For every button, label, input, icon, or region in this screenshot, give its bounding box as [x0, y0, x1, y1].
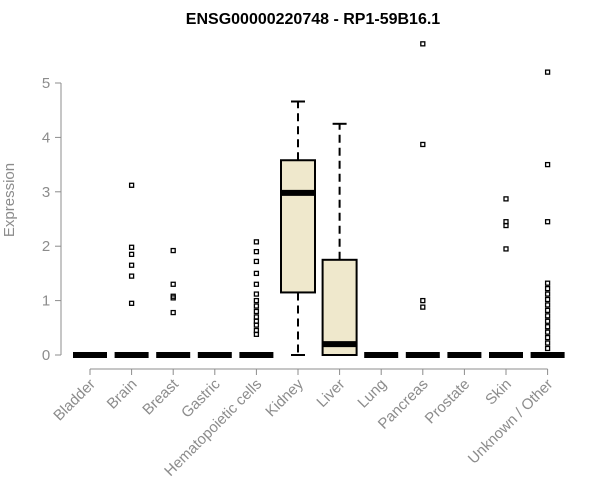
outlier-point — [544, 329, 551, 335]
y-tick-label: 4 — [42, 129, 50, 146]
axes: 0 1 2 3 4 5 — [42, 75, 549, 375]
outlier-point — [420, 41, 426, 47]
outlier-point — [170, 293, 176, 299]
outlier-point — [253, 281, 260, 287]
y-tick-label: 3 — [42, 184, 50, 201]
y-tick-label: 2 — [42, 238, 50, 255]
outlier-point — [544, 334, 551, 341]
outlier-point — [170, 281, 176, 287]
y-tick-label: 5 — [42, 75, 50, 92]
chart-title: ENSG00000220748 - RP1-59B16.1 — [186, 11, 440, 28]
outlier-point — [420, 304, 426, 310]
outlier-point — [544, 69, 551, 75]
box-iqr — [280, 159, 316, 294]
x-tick-label: Breast — [139, 375, 182, 418]
outlier-point — [503, 196, 509, 202]
outlier-point — [544, 291, 551, 297]
outlier-point — [544, 161, 551, 168]
outlier-point — [253, 239, 260, 245]
outlier-point — [170, 309, 176, 316]
box-group — [239, 239, 274, 358]
plot-area — [73, 41, 565, 358]
outlier-point — [253, 248, 260, 255]
y-tick-label: 0 — [42, 347, 50, 364]
box-group — [156, 247, 191, 358]
outlier-point — [253, 318, 260, 324]
outlier-point — [128, 251, 135, 258]
outlier-point — [544, 307, 551, 314]
outlier-point — [253, 291, 260, 297]
outlier-point — [544, 345, 551, 352]
box-group — [405, 41, 440, 358]
outlier-point — [503, 246, 509, 252]
x-tick-label: Bladder — [50, 376, 99, 425]
outlier-point — [128, 182, 135, 188]
outlier-point — [253, 258, 260, 265]
x-tick-label: Brain — [104, 376, 141, 413]
outlier-point — [128, 244, 135, 250]
outlier-point — [544, 313, 551, 319]
x-tick-label: Liver — [313, 376, 348, 411]
outlier-point — [544, 324, 551, 330]
outlier-point — [128, 273, 135, 279]
box-group — [114, 182, 149, 358]
box-group — [321, 122, 358, 356]
outlier-point — [253, 303, 260, 309]
outlier-point — [253, 314, 260, 320]
outlier-point — [544, 340, 551, 346]
y-axis-label: Expression — [1, 163, 18, 237]
outlier-point — [544, 302, 551, 308]
box-iqr — [321, 258, 358, 356]
x-tick-label: Lung — [354, 376, 390, 412]
outlier-point — [544, 219, 551, 225]
outlier-point — [128, 300, 135, 306]
outlier-point — [544, 280, 551, 286]
outlier-point — [253, 327, 260, 334]
box-group — [489, 196, 523, 358]
outlier-point — [544, 318, 551, 324]
outlier-point — [503, 219, 509, 225]
box-group — [280, 100, 316, 356]
x-tick-label: Kidney — [262, 375, 307, 420]
outlier-point — [253, 308, 260, 315]
outlier-point — [170, 247, 176, 254]
y-tick-label: 1 — [42, 293, 50, 310]
box-group — [530, 69, 565, 358]
outlier-point — [253, 270, 260, 277]
x-tick-label: Prostate — [422, 376, 474, 428]
outlier-point — [420, 297, 426, 304]
outlier-point — [420, 141, 426, 148]
outlier-point — [544, 285, 551, 292]
outlier-point — [253, 297, 260, 304]
x-tick-label: Skin — [482, 376, 515, 409]
outlier-point — [128, 262, 135, 268]
outlier-point — [544, 296, 551, 303]
